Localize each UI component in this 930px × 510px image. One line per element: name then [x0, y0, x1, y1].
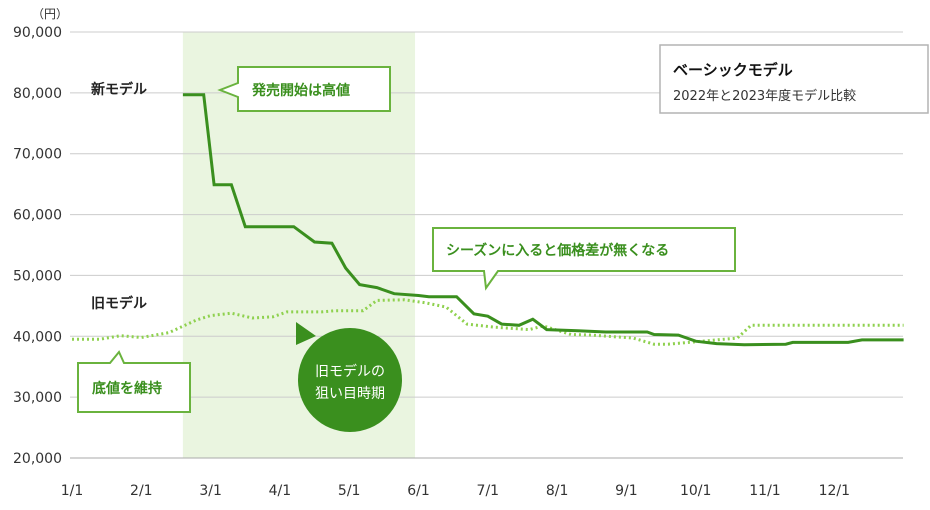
chart-subtitle: 2022年と2023年度モデル比較	[673, 88, 856, 104]
badge-pointer	[296, 322, 316, 345]
y-axis-unit: （円）	[32, 7, 68, 21]
y-tick-label: 20,000	[13, 451, 62, 467]
callout-text: シーズンに入ると価格差が無くなる	[446, 242, 669, 259]
y-tick-label: 30,000	[13, 390, 62, 406]
callout-launch-price-high: 発売開始は高値	[217, 66, 391, 112]
series-label-new-model: 新モデル	[91, 81, 147, 98]
callout-text: 発売開始は高値	[251, 82, 350, 99]
y-tick-label: 70,000	[13, 147, 62, 163]
y-tick-label: 90,000	[13, 25, 62, 41]
y-axis-ticks: 20,000 30,000 40,000 50,000 60,000 70,000 80,0…	[13, 25, 62, 467]
x-tick-label: 11/1	[749, 483, 780, 499]
callout-box	[77, 350, 191, 413]
x-tick-label: 12/1	[819, 483, 850, 499]
y-tick-label: 80,000	[13, 86, 62, 102]
series-label-old-model: 旧モデル	[91, 295, 147, 312]
badge-circle	[298, 328, 402, 432]
x-tick-label: 9/1	[615, 483, 638, 499]
badge-line-2: 狙い目時期	[315, 386, 385, 402]
x-axis-ticks: 1/1 2/1 3/1 4/1 5/1 6/1 7/1 8/1 9/1 10/1 11/1 12/1	[61, 483, 850, 499]
callout-season-gap: シーズンに入ると価格差が無くなる	[432, 227, 736, 291]
x-tick-label: 8/1	[546, 483, 569, 499]
callout-box	[217, 66, 391, 112]
x-tick-label: 2/1	[130, 483, 153, 499]
y-tick-label: 40,000	[13, 329, 62, 345]
x-tick-label: 1/1	[61, 483, 84, 499]
callout-floor-price: 底値を維持	[77, 350, 191, 413]
y-tick-label: 60,000	[13, 208, 62, 224]
series-line-new-model	[182, 93, 904, 347]
y-tick-label: 50,000	[13, 268, 62, 284]
x-tick-label: 5/1	[338, 483, 361, 499]
callout-text: 底値を維持	[92, 380, 162, 397]
badge-line-1: 旧モデルの	[315, 363, 385, 380]
x-tick-label: 4/1	[269, 483, 292, 499]
title-box: ベーシックモデル 2022年と2023年度モデル比較	[659, 44, 929, 114]
x-tick-label: 7/1	[477, 483, 500, 499]
x-tick-label: 6/1	[407, 483, 430, 499]
x-tick-label: 3/1	[199, 483, 222, 499]
x-tick-label: 10/1	[680, 483, 711, 499]
title-box-frame	[659, 44, 929, 114]
series-line-old-model	[72, 298, 904, 346]
callout-box	[432, 227, 736, 291]
badge-target-period: 旧モデルの 狙い目時期	[296, 322, 402, 432]
chart-title: ベーシックモデル	[673, 61, 793, 79]
